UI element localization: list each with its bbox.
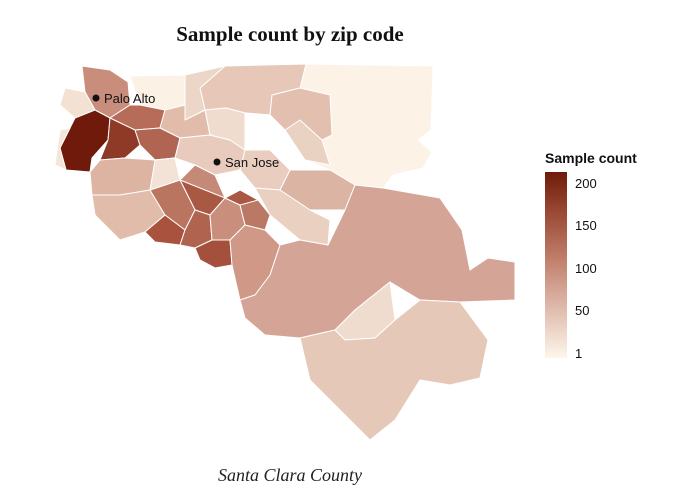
zip-region (299, 299, 489, 441)
legend-tick (567, 311, 572, 312)
choropleth-map: Palo Alto San Jose (54, 63, 516, 441)
city-label-palo-alto: Palo Alto (104, 91, 155, 106)
legend-title: Sample count (545, 150, 637, 166)
city-marker-san-jose: San Jose (213, 155, 279, 170)
legend-tick-label: 1 (575, 346, 583, 361)
legend-tick-label: 150 (575, 218, 597, 233)
zip-region (239, 184, 516, 339)
zip-region (54, 127, 71, 171)
zip-region (149, 157, 181, 191)
legend-tick-label: 200 (575, 176, 597, 191)
legend-tick-label: 100 (575, 261, 597, 276)
city-label-san-jose: San Jose (225, 155, 279, 170)
legend-tick (567, 184, 572, 185)
zip-region (179, 164, 226, 199)
map-title: Sample count by zip code (176, 22, 404, 46)
legend: Sample count 200 150 100 50 1 (545, 150, 637, 361)
legend-tick (567, 226, 572, 227)
map-caption: Santa Clara County (217, 465, 362, 485)
legend-colorbar (545, 172, 567, 358)
legend-tick (567, 354, 572, 355)
city-marker-palo-alto: Palo Alto (92, 91, 155, 106)
zip-region (269, 87, 333, 141)
legend-tick-label: 50 (575, 303, 590, 318)
zip-region (239, 199, 271, 231)
legend-tick (567, 269, 572, 270)
